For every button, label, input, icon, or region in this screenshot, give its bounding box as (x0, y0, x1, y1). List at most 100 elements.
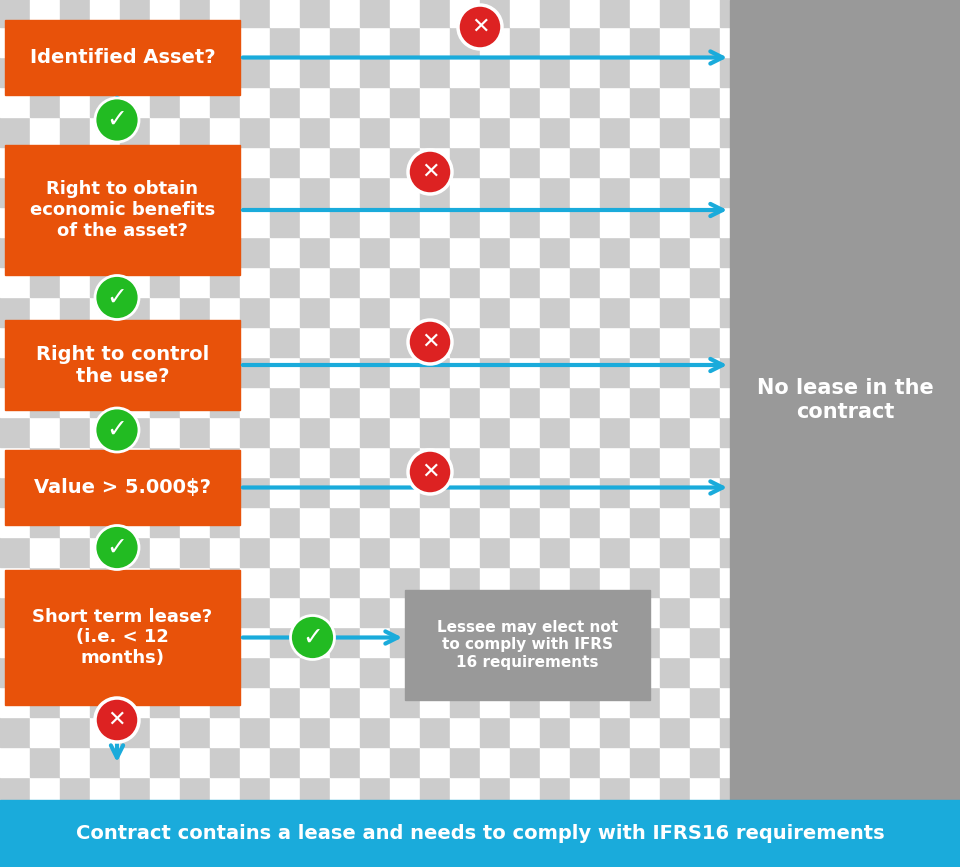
Bar (60, 87, 90, 117)
Bar (330, 327, 360, 357)
Bar (210, 357, 240, 387)
Bar (210, 417, 240, 447)
Bar (30, 147, 60, 177)
Bar (510, 357, 540, 387)
Bar (90, 87, 120, 117)
Bar (240, 267, 270, 297)
Circle shape (408, 450, 452, 494)
Bar (810, 687, 840, 717)
Bar (750, 777, 780, 807)
Bar (210, 177, 240, 207)
Bar (870, 717, 900, 747)
Bar (690, 327, 720, 357)
Bar (210, 477, 240, 507)
Bar (540, 327, 570, 357)
Bar (210, 327, 240, 357)
Bar (450, 477, 480, 507)
Bar (420, 177, 450, 207)
Bar (450, 117, 480, 147)
Bar (270, 387, 300, 417)
Bar (360, 597, 390, 627)
Bar (750, 327, 780, 357)
Text: Identified Asset?: Identified Asset? (30, 48, 215, 67)
Bar (240, 597, 270, 627)
Bar (60, 267, 90, 297)
Bar (180, 507, 210, 537)
Bar (480, 237, 510, 267)
Bar (630, 447, 660, 477)
Bar (900, 537, 930, 567)
Bar (180, 837, 210, 867)
Bar (90, 0, 120, 27)
Bar (390, 357, 420, 387)
Bar (930, 207, 960, 237)
Bar (630, 117, 660, 147)
Bar (510, 657, 540, 687)
Bar (810, 207, 840, 237)
Bar (300, 417, 330, 447)
Bar (930, 717, 960, 747)
Bar (180, 717, 210, 747)
Bar (750, 717, 780, 747)
Bar (690, 387, 720, 417)
Bar (300, 87, 330, 117)
Bar (270, 0, 300, 27)
Bar (870, 237, 900, 267)
Bar (750, 357, 780, 387)
Bar (240, 57, 270, 87)
Bar (210, 837, 240, 867)
Bar (90, 477, 120, 507)
Bar (480, 357, 510, 387)
Bar (510, 57, 540, 87)
Bar (510, 267, 540, 297)
Bar (750, 0, 780, 27)
Bar (870, 447, 900, 477)
Bar (510, 177, 540, 207)
Bar (30, 327, 60, 357)
Bar (360, 687, 390, 717)
Bar (120, 507, 150, 537)
Bar (270, 147, 300, 177)
Bar (30, 507, 60, 537)
Bar (420, 357, 450, 387)
Bar (930, 87, 960, 117)
Bar (540, 147, 570, 177)
Bar (840, 537, 870, 567)
Bar (900, 387, 930, 417)
Bar (270, 447, 300, 477)
Bar (570, 87, 600, 117)
Bar (390, 27, 420, 57)
Bar (120, 357, 150, 387)
Bar (360, 387, 390, 417)
Bar (60, 57, 90, 87)
Bar (300, 297, 330, 327)
Bar (0, 747, 30, 777)
Bar (810, 807, 840, 837)
Bar (630, 87, 660, 117)
Bar (510, 627, 540, 657)
Bar (150, 0, 180, 27)
Bar (330, 597, 360, 627)
Bar (360, 837, 390, 867)
Bar (630, 777, 660, 807)
Bar (510, 447, 540, 477)
Bar (0, 267, 30, 297)
Bar (300, 627, 330, 657)
Text: ✓: ✓ (107, 536, 128, 559)
Bar (390, 267, 420, 297)
Bar (570, 0, 600, 27)
Bar (480, 717, 510, 747)
Text: ✕: ✕ (420, 462, 440, 482)
Bar (630, 177, 660, 207)
Bar (420, 0, 450, 27)
Bar (270, 267, 300, 297)
Bar (810, 417, 840, 447)
Bar (0, 687, 30, 717)
Bar (30, 57, 60, 87)
Bar (540, 507, 570, 537)
Bar (870, 687, 900, 717)
Bar (510, 687, 540, 717)
Bar (780, 537, 810, 567)
Bar (720, 357, 750, 387)
Bar (180, 477, 210, 507)
